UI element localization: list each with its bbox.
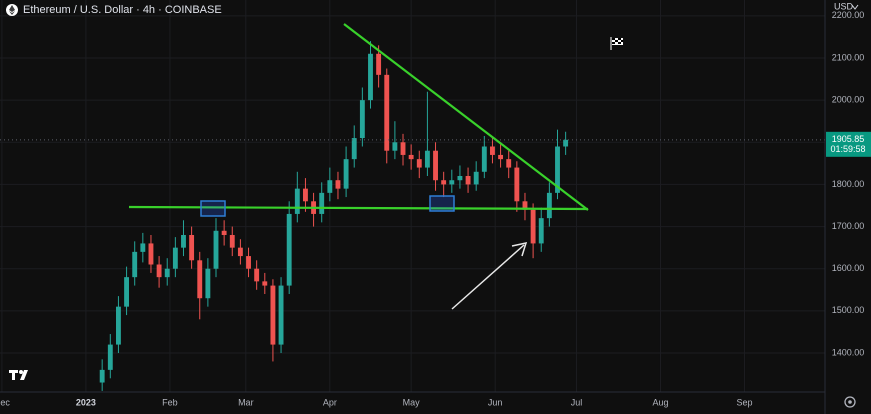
coin-glyph	[9, 5, 15, 15]
x-tick-label: Mar	[238, 397, 254, 407]
x-tick-label: Jun	[488, 397, 503, 407]
candle-body	[327, 180, 333, 193]
y-tick-label: 1700.00	[832, 221, 865, 231]
y-tick-label: 2200.00	[832, 10, 865, 20]
candle-body	[457, 176, 463, 181]
y-tick-label: 2000.00	[832, 95, 865, 105]
x-tick-label: Sep	[736, 397, 752, 407]
candles	[0, 41, 825, 391]
candle-body	[335, 180, 341, 189]
candle-body	[498, 154, 504, 160]
candle-body	[164, 268, 170, 278]
candle-body	[107, 344, 113, 370]
y-tick-label: 1600.00	[832, 263, 865, 273]
countdown-label: 01:59:58	[830, 144, 865, 154]
tv-logo	[9, 370, 28, 380]
candle-body	[449, 180, 455, 185]
trend-line	[343, 23, 589, 211]
candle-body	[368, 53, 373, 101]
candle-body	[433, 150, 438, 181]
candle-body	[351, 138, 357, 160]
highlight-box	[429, 195, 455, 212]
candle-body	[221, 230, 227, 236]
candle-body	[546, 192, 552, 219]
candle-body	[246, 256, 251, 269]
flag-icon	[610, 37, 623, 50]
candle-body	[490, 146, 495, 155]
candle-body	[124, 277, 130, 307]
candle-body	[99, 369, 105, 383]
candle-body	[392, 142, 398, 151]
candle-body	[408, 154, 414, 160]
candle-body	[205, 268, 211, 299]
y-axis-label: USD	[834, 1, 854, 11]
candle-body	[343, 159, 349, 189]
candle-body	[278, 285, 284, 345]
candle-body	[229, 235, 235, 248]
last-price-box	[826, 131, 871, 157]
settings-icon-center	[848, 400, 852, 404]
last-price-label: 1905.85	[832, 134, 865, 144]
candle-body	[506, 159, 512, 168]
candle-body	[140, 243, 146, 252]
candle-body	[262, 281, 268, 286]
support-line	[128, 205, 589, 211]
candle-body	[530, 209, 536, 244]
axes: 1400.001500.001600.001700.001800.001900.…	[0, 10, 871, 407]
x-tick-label: Dec	[0, 397, 10, 407]
candle-body	[270, 285, 276, 345]
candle-body	[237, 247, 243, 257]
arrow-head	[511, 241, 528, 257]
x-tick-label: Aug	[652, 397, 668, 407]
candle-body	[424, 150, 430, 168]
x-tick-label: Feb	[162, 397, 178, 407]
candle-body	[538, 218, 544, 244]
x-tick-label: 2023	[76, 397, 96, 407]
settings-icon[interactable]	[844, 396, 856, 408]
candle-body	[294, 188, 300, 214]
candle-body	[522, 201, 528, 210]
y-tick-label: 1800.00	[832, 179, 865, 189]
candle-body	[303, 188, 308, 202]
candle-body	[555, 146, 560, 193]
candle-body	[384, 74, 390, 151]
x-tick-label: Jul	[571, 397, 583, 407]
candle-body	[441, 180, 447, 185]
candle-body	[481, 146, 487, 172]
candle-body	[115, 306, 121, 345]
chart-title: Ethereum / U.S. Dollar · 4h · COINBASE	[23, 4, 222, 16]
drawings	[128, 23, 623, 310]
candle-body	[400, 142, 406, 155]
dropdown-icon[interactable]	[851, 4, 859, 10]
highlight-box	[200, 200, 226, 217]
candle-body	[473, 171, 479, 185]
y-tick-label: 2100.00	[832, 52, 865, 62]
y-tick-label: 1400.00	[832, 347, 865, 357]
candle-body	[148, 243, 154, 265]
candle-body	[563, 139, 569, 147]
candle-body	[514, 167, 520, 202]
candle-body	[197, 260, 203, 299]
candle-body	[416, 159, 422, 168]
y-tick-label: 1500.00	[832, 305, 865, 315]
candle-body	[254, 268, 260, 282]
candle-body	[465, 176, 471, 185]
grid	[0, 0, 825, 392]
candle-body	[132, 251, 138, 278]
candle-body	[376, 53, 382, 75]
candle-body	[181, 235, 186, 248]
candle-body	[189, 235, 195, 261]
candle-body	[286, 213, 292, 286]
x-tick-label: May	[403, 397, 421, 407]
candle-body	[172, 247, 178, 269]
candle-body	[156, 264, 162, 278]
candle-body	[359, 100, 365, 139]
arrow	[451, 244, 525, 310]
x-tick-label: Apr	[323, 397, 337, 407]
candle-body	[213, 230, 219, 269]
candle-body	[319, 192, 325, 214]
